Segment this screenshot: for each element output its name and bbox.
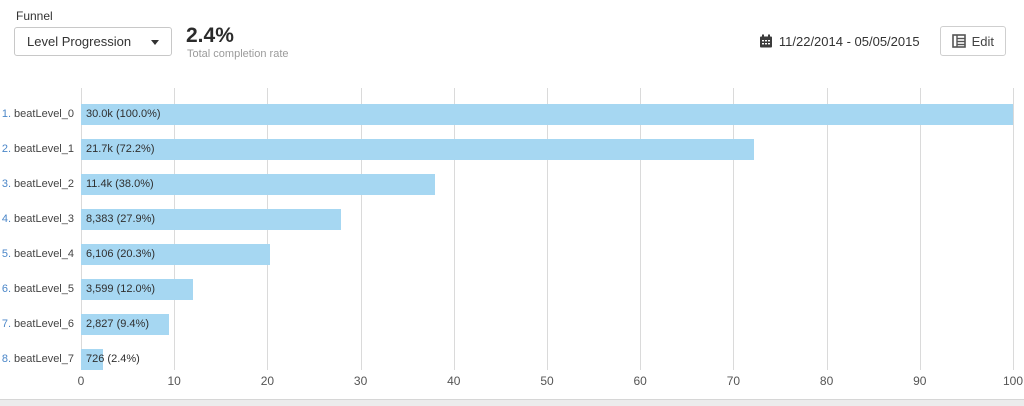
- chevron-down-icon: [151, 40, 159, 45]
- row-index: 1.: [1, 108, 12, 120]
- completion-rate-caption: Total completion rate: [187, 48, 289, 60]
- x-tick-label: 10: [167, 374, 181, 388]
- gridline: [733, 88, 735, 370]
- gridline: [1013, 88, 1014, 370]
- row-label: 1. beatLevel_0: [0, 104, 74, 125]
- bar-value-label: 21.7k (72.2%): [86, 143, 155, 155]
- row-label: 8. beatLevel_7: [0, 349, 74, 370]
- gridline: [547, 88, 548, 370]
- x-axis: 0 10 20 30 40 50 60 70 80 90 100: [77, 374, 1023, 390]
- row-label: 6. beatLevel_5: [0, 279, 74, 300]
- gridline: [826, 88, 828, 370]
- calendar-icon: [759, 34, 773, 48]
- funnel-select-dropdown[interactable]: Level Progression: [14, 27, 172, 56]
- row-label: 5. beatLevel_4: [0, 244, 74, 265]
- x-tick-label: 70: [726, 374, 741, 388]
- bar-value-label: 726 (2.4%): [86, 353, 140, 365]
- funnel-bar[interactable]: 3,599 (12.0%): [81, 279, 193, 300]
- gridline: [919, 88, 921, 370]
- x-tick-label: 80: [819, 374, 834, 388]
- row-index: 2.: [1, 143, 12, 155]
- funnel-bar[interactable]: 30.0k (100.0%): [81, 104, 1013, 125]
- row-index: 7.: [1, 318, 12, 330]
- funnel-bar[interactable]: 8,383 (27.9%): [81, 209, 342, 230]
- funnel-bar[interactable]: 11.4k (38.0%): [81, 174, 436, 195]
- row-label: 7. beatLevel_6: [0, 314, 74, 335]
- row-label: 4. beatLevel_3: [0, 209, 74, 230]
- edit-button[interactable]: Edit: [939, 26, 1006, 56]
- x-tick-label: 50: [540, 374, 554, 388]
- x-tick-label: 30: [353, 374, 368, 388]
- row-index: 6.: [1, 283, 12, 295]
- bar-value-label: 3,599 (12.0%): [86, 283, 156, 295]
- header-actions: 11/22/2014 - 05/05/2015 Edit: [759, 26, 1006, 56]
- x-tick-label: 40: [447, 374, 461, 388]
- x-tick-label: 20: [260, 374, 275, 388]
- funnel-bar[interactable]: 726 (2.4%): [81, 349, 140, 370]
- row-label: 3. beatLevel_2: [0, 174, 74, 195]
- x-tick-label: 100: [1002, 374, 1024, 388]
- bar-value-label: 2,827 (9.4%): [86, 318, 149, 330]
- row-name: beatLevel_7: [14, 353, 74, 365]
- row-name: beatLevel_2: [14, 178, 74, 190]
- row-index: 8.: [1, 353, 12, 365]
- bar-value-label: 6,106 (20.3%): [86, 248, 156, 260]
- dropdown-selected-value: Level Progression: [27, 34, 132, 49]
- row-name: beatLevel_1: [14, 143, 74, 155]
- x-tick-label: 90: [913, 374, 927, 388]
- x-tick-label: 60: [633, 374, 647, 388]
- row-name: beatLevel_5: [14, 283, 74, 295]
- row-name: beatLevel_4: [14, 248, 74, 260]
- date-range-text: 11/22/2014 - 05/05/2015: [778, 33, 920, 49]
- section-label: Funnel: [16, 9, 53, 23]
- gridline: [360, 88, 362, 370]
- bar-value-label: 8,383 (27.9%): [86, 213, 156, 225]
- completion-rate-value: 2.4%: [186, 24, 234, 47]
- row-index: 4.: [1, 213, 12, 225]
- gridline: [640, 88, 642, 370]
- edit-button-label: Edit: [971, 33, 994, 49]
- bar-value-label: 11.4k (38.0%): [86, 178, 154, 190]
- date-range-picker[interactable]: 11/22/2014 - 05/05/2015: [759, 34, 920, 49]
- funnel-bar[interactable]: 6,106 (20.3%): [81, 244, 271, 265]
- table-edit-icon: [951, 34, 966, 48]
- row-name: beatLevel_3: [14, 213, 74, 225]
- funnel-bar[interactable]: 2,827 (9.4%): [81, 314, 169, 335]
- x-tick-label: 0: [77, 374, 85, 388]
- row-name: beatLevel_0: [14, 108, 74, 120]
- gridline: [453, 88, 455, 370]
- row-label: 2. beatLevel_1: [0, 139, 74, 160]
- bar-value-label: 30.0k (100.0%): [86, 108, 161, 120]
- funnel-bar[interactable]: 21.7k (72.2%): [81, 139, 754, 160]
- row-index: 3.: [1, 178, 12, 190]
- plot-area: 30.0k (100.0%) 21.7k (72.2%) 11.4k (38.0%)…: [81, 88, 1014, 370]
- row-name: beatLevel_6: [14, 318, 74, 330]
- row-index: 5.: [1, 248, 12, 260]
